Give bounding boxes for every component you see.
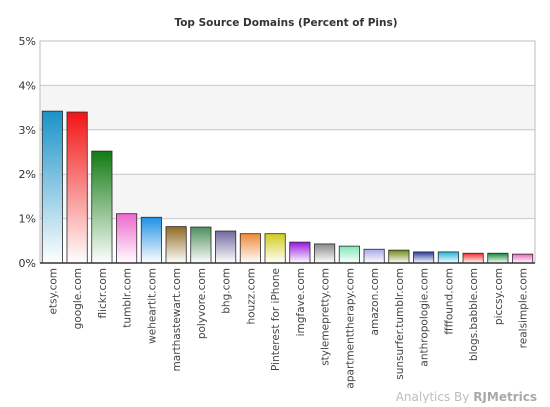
x-tick-label: marthastewart.com (171, 268, 183, 371)
y-axis: 0% 1% 2% 3% 4% 5% (19, 35, 36, 270)
x-tick-label: Pinterest for iPhone (270, 268, 282, 371)
bar-flickr-com (91, 150, 113, 264)
x-tick-label: ffffound.com (443, 268, 455, 335)
plot-band (40, 129, 535, 175)
bars (41, 110, 534, 264)
bar-amazon-com (363, 248, 385, 264)
bar-google-com (66, 111, 88, 264)
bar-stylemepretty-com (314, 243, 336, 264)
x-tick-label: google.com (72, 268, 84, 329)
y-tick-label: 0% (19, 257, 36, 270)
bar-polyvore-com (190, 226, 212, 264)
footer-brand-prefix: Analytics By (396, 390, 473, 403)
plot-band (40, 218, 535, 263)
x-axis: etsy.com google.com flickr.com tumblr.com we… (47, 268, 529, 389)
svg-text:Analytics By RJMetrics: Analytics By RJMetrics (396, 390, 537, 403)
x-tick-label: etsy.com (47, 268, 59, 315)
x-tick-label: realsimple.com (518, 268, 530, 348)
x-tick-label: tumblr.com (122, 268, 134, 328)
x-tick-label: apartmenttherapy.com (344, 268, 356, 389)
bar-weheartit-com (140, 216, 162, 264)
y-tick-label: 4% (19, 79, 36, 92)
bar-pinterest-for-iphone (264, 233, 286, 264)
x-tick-label: anthropologie.com (419, 268, 431, 367)
bar-blogs-babble-com (462, 252, 484, 264)
x-tick-label: sunsurfer.tumblr.com (394, 268, 406, 380)
bar-ffffound-com (437, 251, 459, 264)
plot-background (40, 41, 535, 263)
y-tick-label: 5% (19, 35, 36, 48)
x-tick-label: amazon.com (369, 268, 381, 335)
x-tick-label: flickr.com (97, 268, 109, 319)
bar-bhg-com (215, 230, 237, 264)
x-tick-label: piccsy.com (493, 268, 505, 325)
bar-etsy-com (41, 110, 63, 264)
bar-sunsurfer-tumblr-com (388, 249, 410, 264)
footer-brand: Analytics By RJMetrics (396, 390, 537, 404)
x-tick-label: houzz.com (245, 268, 257, 325)
bar-anthropologie-com (413, 251, 435, 264)
bar-realsimple-com (512, 253, 534, 264)
plot-band (40, 85, 535, 130)
x-tick-label: stylemepretty.com (320, 268, 332, 366)
y-tick-label: 3% (19, 124, 36, 137)
x-tick-label: blogs.babble.com (468, 268, 480, 361)
bar-apartmenttherapy-com (338, 245, 360, 264)
chart-title: Top Source Domains (Percent of Pins) (174, 17, 397, 29)
plot-band (40, 174, 535, 219)
y-tick-label: 1% (19, 213, 36, 226)
footer-brand-name: RJMetrics (473, 390, 537, 403)
bar-imgfave-com (289, 241, 311, 264)
plot-band (40, 41, 535, 86)
bar-marthastewart-com (165, 226, 187, 264)
bar-piccsy-com (487, 252, 509, 264)
bar-houzz-com (239, 233, 261, 264)
y-tick-label: 2% (19, 168, 36, 181)
x-tick-label: weheartit.com (146, 268, 158, 344)
x-tick-label: polyvore.com (196, 268, 208, 339)
x-tick-label: bhg.com (221, 268, 233, 314)
bar-tumblr-com (116, 213, 138, 264)
plot-frame (39, 40, 536, 264)
x-tick-label: imgfave.com (295, 268, 307, 336)
